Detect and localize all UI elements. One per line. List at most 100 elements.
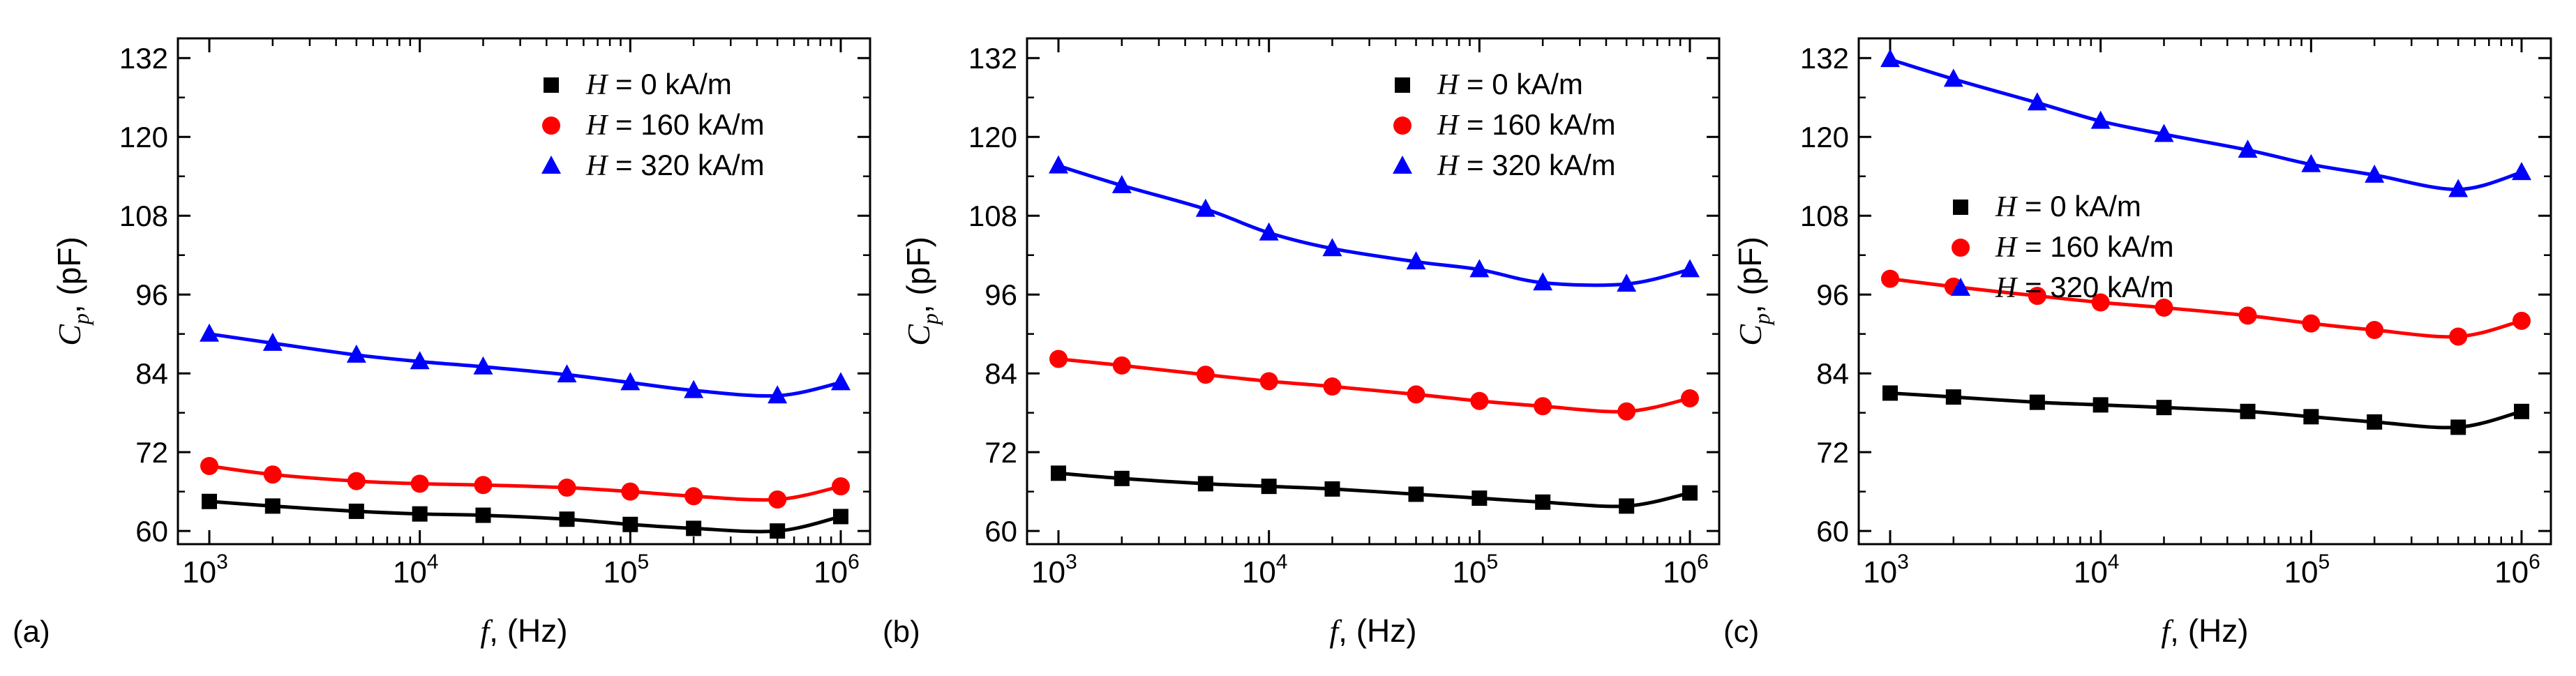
y-tick-label: 108 [1800,200,1849,232]
data-point [1322,238,1342,257]
data-point [1114,470,1130,486]
series-line [1889,391,2522,430]
data-point [2029,394,2045,410]
legend-marker [1393,117,1411,135]
data-point [1323,377,1342,396]
data-point [2448,179,2469,197]
legend-label: H = 160 kA/m [1437,108,1616,142]
series-line [209,500,841,534]
data-point [348,503,364,519]
y-tick-label: 60 [984,515,1017,548]
y-tick-label: 96 [1816,278,1849,311]
data-point [557,479,576,497]
data-point [2240,403,2256,419]
data-point [1051,465,1066,481]
x-tick-label: 103 [1031,550,1077,589]
panel-a: 60 72 84 96 108 120 132 103 104 105 106 f, (Hz) Cp, … [13,37,871,649]
data-point [2365,321,2384,340]
x-axis-label: f, (Hz) [1329,613,1416,649]
data-point [2367,414,2383,430]
data-point [768,490,787,509]
x-tick-label: 105 [2284,550,2330,589]
x-tick-label: 106 [1663,550,1709,589]
data-point [621,482,640,501]
y-tick-label: 120 [1800,121,1849,153]
data-point [347,472,366,490]
series-line [1058,471,1691,509]
data-point [1470,391,1489,410]
data-point [1680,259,1700,278]
data-point [200,323,219,342]
data-point [474,476,493,495]
data-point [2450,419,2466,435]
data-point [2154,123,2174,142]
chart-marks: 60 72 84 96 108 120 132 103 104 105 106 f, (Hz) Cp, … [51,38,870,649]
x-tick-label: 104 [1242,550,1288,589]
legend-label: H = 0 kA/m [585,68,732,101]
data-point [473,356,493,375]
data-point [2514,403,2529,419]
data-point [1881,269,1899,288]
x-tick-label: 104 [393,550,439,589]
legend-marker [1952,239,1970,257]
data-point [1681,389,1699,407]
legend-marker [1953,200,1968,215]
y-axis-label: Cp, (pF) [51,236,93,346]
chart-marks: 60 72 84 96 108 120 132 103 104 105 106 f, (Hz) Cp, … [1732,38,2551,649]
data-point [2449,327,2468,346]
data-point [262,332,283,351]
data-point [1469,259,1490,278]
data-point [1112,356,1131,375]
y-tick-label: 84 [135,357,168,390]
legend-marker [542,117,560,135]
data-point [1196,366,1215,384]
data-point [2156,400,2172,416]
legend-label: H = 320 kA/m [585,149,765,182]
data-point [1882,385,1898,401]
panel-c: 60 72 84 96 108 120 132 103 104 105 106 f, (Hz) Cp, … [1723,37,2552,649]
x-tick-label: 106 [814,550,860,589]
y-tick-label: 72 [984,436,1017,469]
y-axis-label: Cp, (pF) [900,236,943,346]
y-tick-label: 84 [984,357,1017,390]
data-point [1535,494,1551,510]
y-tick-label: 96 [135,278,168,311]
legend-marker [544,77,559,93]
data-point [2365,164,2385,183]
data-point [1261,479,1277,495]
x-tick-label: 104 [2074,550,2120,589]
data-point [770,523,786,539]
data-point [620,372,641,391]
data-point [832,477,850,496]
data-point [2155,299,2173,317]
y-tick-label: 84 [1816,357,1849,390]
data-point [1682,485,1698,501]
data-point [2092,397,2109,413]
data-point [2238,306,2257,325]
data-point [2028,287,2046,306]
data-point [263,465,282,484]
data-point [1407,385,1425,404]
data-point [1880,49,1900,68]
data-point [410,474,429,493]
legend-label: H = 320 kA/m [1437,149,1616,182]
data-point [1259,372,1278,391]
data-point [557,364,577,383]
data-point [1408,486,1424,502]
series-line [209,332,841,398]
panel-label: (c) [1723,615,1759,649]
data-point [1259,222,1279,241]
legend-label: H = 0 kA/m [1437,68,1583,101]
data-point [1945,389,1961,405]
data-point [767,385,788,404]
data-point [1533,272,1553,291]
x-tick-label: 105 [1453,550,1499,589]
data-point [264,498,280,514]
data-point [831,372,851,391]
data-point [475,507,491,523]
plot-frame [1857,37,2552,546]
series-line [1889,57,2522,192]
legend-marker [1951,278,1970,296]
data-point [1617,273,1637,292]
